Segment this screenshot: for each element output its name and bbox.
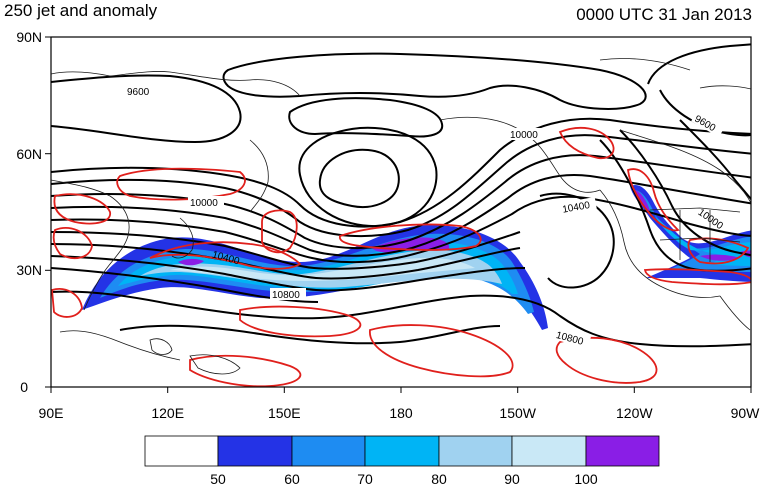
contour-low: [318, 148, 400, 208]
colorbar-box-0: [144, 435, 219, 467]
contour-polar-ring: [288, 97, 444, 138]
contour-h8: [51, 255, 526, 292]
anomaly-jet-east: [339, 223, 482, 251]
colorbar-label-60: 60: [284, 471, 300, 487]
anomaly-south-3: [555, 337, 658, 384]
anomaly-siberia: [116, 167, 246, 201]
lon-label-90e: 90E: [39, 405, 64, 421]
lat-label-0: 0: [20, 379, 28, 395]
contour-h7: [51, 243, 521, 280]
anomaly-pac-west: [261, 209, 298, 254]
lon-label-180: 180: [389, 405, 413, 421]
colorbar-label-100: 100: [574, 471, 598, 487]
ticks: [45, 36, 752, 393]
anomaly-west-3: [51, 288, 83, 318]
contour-trough-a: [539, 192, 615, 289]
coast-indonesia: [59, 330, 181, 361]
anomaly-contours: [51, 126, 751, 387]
anomaly-coast: [627, 168, 680, 232]
contour-h5: [51, 195, 751, 264]
anomaly-jet-core: [149, 241, 302, 270]
contour-trough-c: [619, 129, 751, 257]
coast-islands: [149, 338, 173, 355]
contour-h4: [51, 174, 751, 257]
coast-japan: [171, 217, 194, 259]
contour-label-10800-w: 10800: [272, 290, 300, 301]
contour-h1: [51, 117, 751, 228]
colorbar-box-1: [217, 435, 293, 467]
contour-label-bg: [188, 196, 224, 208]
lat-label-90: 90N: [16, 29, 42, 45]
coast-hudson: [699, 85, 751, 90]
colorbar-box-2: [291, 435, 366, 467]
contour-subtrop: [51, 290, 751, 348]
contour-label-9600-w: 9600: [127, 87, 150, 98]
coast-alaska: [439, 116, 601, 193]
anomaly-west-2: [52, 227, 93, 260]
lon-label-90w: 90W: [731, 405, 761, 421]
contour-label-10000-n: 10000: [510, 130, 538, 141]
coast-kamchatka: [249, 139, 269, 213]
contour-trough-b: [599, 139, 751, 272]
title-left: 250 jet and anomaly: [4, 1, 158, 20]
lat-label-30: 30N: [16, 262, 42, 278]
lon-label-120e: 120E: [151, 405, 184, 421]
contour-9600-west: [51, 74, 242, 144]
colorbar-box-4: [438, 435, 513, 467]
contour-9600-east: [647, 43, 751, 85]
lon-label-150w: 150W: [499, 405, 536, 421]
jet-100b: [178, 258, 204, 266]
colorbar-label-70: 70: [357, 471, 373, 487]
coast-mexico: [719, 295, 751, 331]
map-content: 9600 9600 10000 10000 10400 10400 10000 …: [51, 37, 751, 387]
colorbar-box-3: [364, 435, 440, 467]
anomaly-south-4: [189, 354, 302, 387]
coastlines: [51, 58, 751, 375]
jet-east-100: [634, 190, 650, 211]
lat-label-60: 60N: [16, 146, 42, 162]
coast-east-asia: [51, 179, 130, 311]
colorbar-box-6: [585, 435, 660, 467]
anomaly-south-2: [369, 324, 514, 378]
tick-labels: 90N 60N 30N 0 90E 120E 150E 180 150W 120…: [16, 29, 760, 421]
colorbar-label-90: 90: [504, 471, 520, 487]
contour-label-bg: [691, 110, 725, 138]
coast-arctic-asia: [51, 71, 301, 97]
lon-label-120w: 120W: [616, 405, 653, 421]
contour-low-2: [298, 126, 438, 228]
contour-label-bg: [553, 327, 591, 349]
coast-us-border-1: [649, 207, 741, 213]
colorbar-label-80: 80: [431, 471, 447, 487]
coast-png: [189, 354, 241, 375]
contour-10800: [119, 324, 501, 345]
anomaly-atl: [687, 237, 750, 265]
colorbar-label-50: 50: [210, 471, 226, 487]
anomaly-south-1: [239, 305, 362, 338]
contour-polar-high: [222, 52, 647, 110]
anomaly-east-trail: [643, 268, 751, 286]
anomaly-north-amer: [558, 126, 615, 160]
contour-label-10400-e: 10400: [562, 200, 592, 216]
contour-label-bg: [270, 288, 306, 300]
title-right: 0000 UTC 31 Jan 2013: [576, 5, 752, 24]
lon-label-150e: 150E: [268, 405, 301, 421]
anomaly-west-box: [53, 193, 111, 225]
contour-h9: [51, 267, 319, 303]
contour-label-10000-w: 10000: [190, 198, 218, 209]
contour-label-bg: [559, 196, 597, 216]
coast-greenland: [599, 58, 691, 71]
contour-h6: [51, 231, 521, 270]
contour-label-bg: [508, 128, 544, 140]
coast-na-interior: [619, 129, 751, 205]
coast-us-border-2: [659, 237, 741, 243]
coast-na-west: [599, 189, 721, 298]
colorbar-box-5: [511, 435, 587, 467]
colorbar: 50 60 70 80 90 100: [144, 435, 660, 487]
contour-h2: [51, 134, 751, 238]
contour-label-bg: [124, 85, 156, 97]
